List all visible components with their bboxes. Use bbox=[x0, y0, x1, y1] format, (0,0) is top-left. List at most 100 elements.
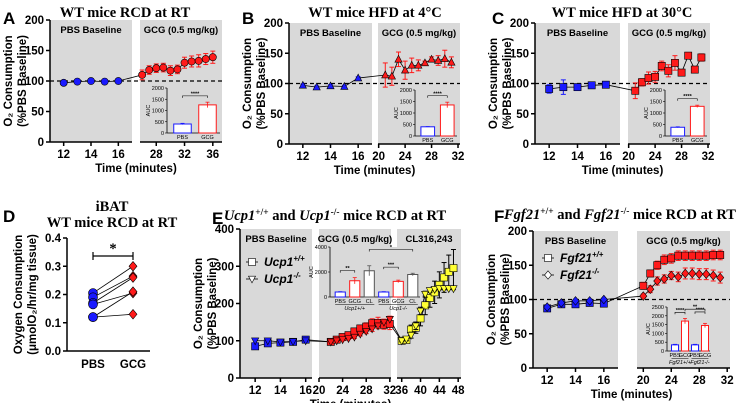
significance-label: **** bbox=[683, 94, 692, 100]
inset-y-axis-label: AUC bbox=[644, 107, 650, 119]
data-point bbox=[166, 66, 175, 75]
data-point bbox=[402, 335, 411, 344]
data-point bbox=[152, 64, 161, 73]
y-tick-label: 0.1 bbox=[45, 318, 62, 330]
inset-y-tick-label: 500 bbox=[403, 123, 412, 129]
data-point bbox=[671, 59, 679, 67]
inset-bar bbox=[420, 126, 436, 137]
inset-bar-label: PBS bbox=[672, 138, 683, 144]
data-point bbox=[543, 302, 552, 312]
x-tick-label: 12 bbox=[543, 151, 556, 163]
text-part: Fgf21 bbox=[560, 251, 592, 265]
text-part: and bbox=[269, 208, 300, 224]
segment-label: PBS Baseline bbox=[545, 236, 606, 247]
inset-y-tick-label: 2000 bbox=[315, 270, 327, 276]
panel-letter: B bbox=[242, 9, 254, 28]
data-point bbox=[301, 337, 310, 346]
panel-title: WT mice HFD at 4°C bbox=[308, 5, 442, 21]
data-point bbox=[657, 62, 666, 70]
superscript: -/- bbox=[592, 267, 600, 276]
data-point bbox=[208, 53, 217, 62]
data-point bbox=[180, 58, 189, 67]
y-tick-label: 0.3 bbox=[45, 261, 61, 273]
panel-C: C WT mice HFD at 30°C PBS Baseline GCG (0.5… bbox=[488, 5, 714, 177]
text-part: WT mice RCD at RT bbox=[60, 5, 191, 21]
y-tick-label: 50 bbox=[270, 109, 283, 121]
x-tick-label: 32 bbox=[452, 151, 465, 163]
inset-y-tick-label: 0 bbox=[659, 134, 662, 140]
panel-B: B WT mice HFD at 4°C PBS Baseline GCG (0.5 … bbox=[242, 5, 464, 177]
data-point bbox=[684, 51, 693, 60]
data-point bbox=[387, 71, 396, 80]
data-point bbox=[646, 284, 655, 295]
inset-y-tick-label: 0 bbox=[324, 295, 327, 301]
x-tick-label: 12 bbox=[249, 385, 262, 397]
data-point bbox=[420, 58, 430, 67]
data-point bbox=[381, 70, 390, 79]
x-tick-label: 14 bbox=[324, 151, 337, 163]
data-point bbox=[646, 269, 655, 278]
y-tick-label: 150 bbox=[264, 48, 283, 60]
data-point bbox=[288, 338, 298, 347]
panel-letter: E bbox=[212, 209, 223, 228]
data-point bbox=[688, 268, 697, 279]
inset-bar bbox=[392, 280, 404, 298]
legend-label: Fgf21-/- bbox=[560, 267, 600, 282]
inset-bar-label: GCG bbox=[201, 135, 214, 141]
data-point bbox=[716, 272, 725, 283]
segment-label: CL316,243 bbox=[405, 234, 452, 245]
data-point bbox=[362, 328, 371, 337]
data-point bbox=[373, 322, 383, 331]
inset-y-tick-label: 500 bbox=[653, 123, 662, 129]
series-line bbox=[302, 58, 452, 88]
data-point bbox=[414, 60, 423, 69]
inset-y-tick-label: 2000 bbox=[650, 88, 662, 94]
y-tick-label: 200 bbox=[25, 15, 44, 27]
inset-y-tick-label: 1000 bbox=[650, 111, 662, 117]
inset-bar bbox=[173, 123, 192, 134]
x-axis-label: Time (minutes) bbox=[310, 399, 392, 403]
data-point bbox=[421, 301, 430, 310]
data-point bbox=[681, 251, 690, 260]
panel-title: WT mice HFD at 30°C bbox=[552, 5, 693, 21]
inset-bar-label: PBS bbox=[177, 135, 188, 141]
data-point bbox=[716, 251, 725, 259]
inset-y-tick-label: 1500 bbox=[650, 100, 662, 106]
inset-bar-label: GCG bbox=[348, 299, 361, 305]
significance-bracket bbox=[383, 266, 399, 270]
text-part: mice RCD at RT bbox=[340, 208, 447, 224]
panel-letter: F bbox=[494, 207, 504, 226]
data-point bbox=[674, 272, 683, 282]
data-point bbox=[427, 54, 436, 63]
inset-chart: 0 500 1000 1500 2000 AUC PBS GCG **** bbox=[394, 88, 457, 144]
data-point bbox=[114, 77, 123, 85]
inset-bar-label: PBS bbox=[422, 138, 433, 144]
inset-y-axis-label: AUC bbox=[146, 105, 152, 117]
data-point bbox=[667, 270, 676, 281]
data-point bbox=[394, 54, 403, 63]
text-part: Ucp1 bbox=[264, 272, 294, 286]
inset-bar-label: GCG bbox=[699, 353, 712, 359]
significance-label: ** bbox=[345, 266, 350, 272]
data-point bbox=[338, 336, 347, 345]
data-point-pbs bbox=[88, 299, 98, 310]
x-tick-label: 24 bbox=[399, 151, 412, 163]
legend-label: Ucp1+/+ bbox=[264, 254, 305, 269]
data-point bbox=[695, 269, 704, 279]
y-axis-label: (%PBS Baseline) bbox=[207, 257, 219, 349]
text-part: Ucp1 bbox=[224, 208, 255, 224]
segment-label: GCG (0.5 mg/kg) bbox=[318, 234, 392, 245]
data-point bbox=[87, 77, 95, 85]
data-point bbox=[695, 251, 704, 260]
data-point bbox=[587, 81, 596, 90]
inset-bar-label: GCG bbox=[441, 138, 454, 144]
inset-bar bbox=[439, 104, 455, 137]
data-point bbox=[332, 337, 341, 346]
x-tick-label: 36 bbox=[206, 149, 219, 161]
y-axis-label: (%PBS Baseline) bbox=[17, 35, 29, 127]
data-point bbox=[644, 74, 653, 82]
y-tick-label: 200 bbox=[508, 226, 527, 238]
inset-bar-label: PBS bbox=[689, 353, 700, 359]
segment-label: PBS Baseline bbox=[547, 28, 608, 39]
